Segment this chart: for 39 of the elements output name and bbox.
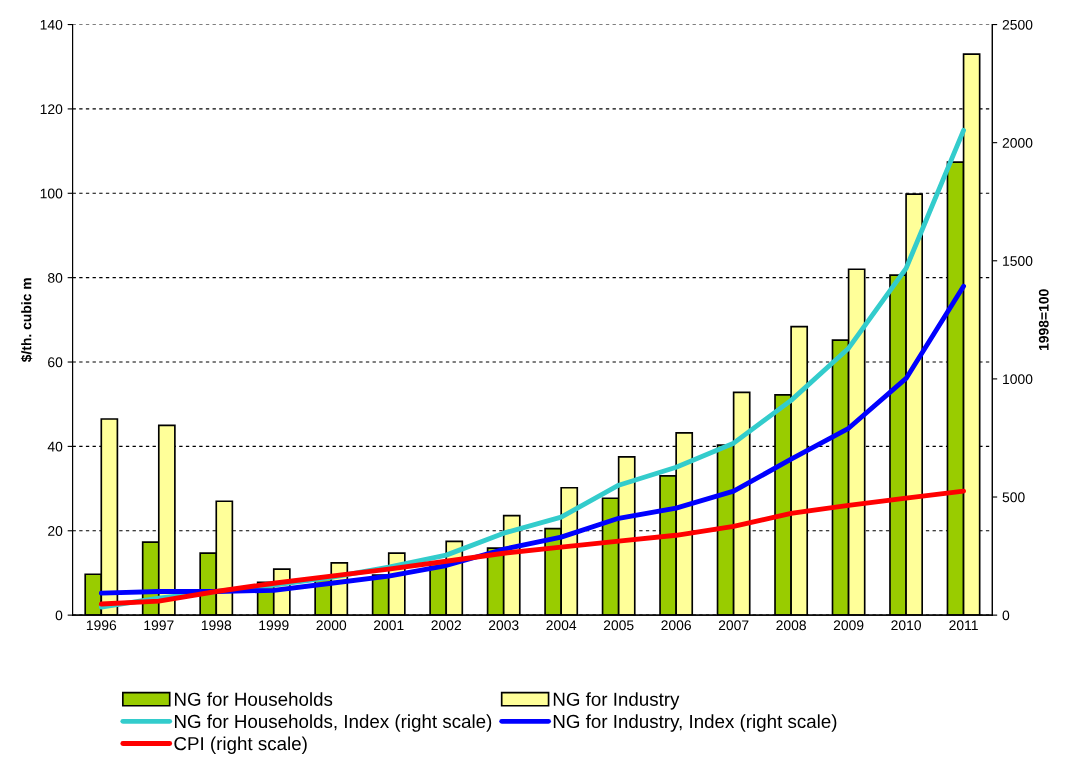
y-tick-label: 80 <box>47 272 63 283</box>
x-tick-label: 2001 <box>373 620 404 631</box>
x-tick-label: 2000 <box>316 620 347 631</box>
x-tick-label: 2006 <box>661 620 691 631</box>
y2-tick-label: 1500 <box>1003 256 1033 266</box>
legend-label: NG for Industry <box>553 692 680 710</box>
x-tick-label: 1997 <box>144 620 174 631</box>
x-tick-label: 1999 <box>259 620 289 631</box>
x-tick-label: 1996 <box>86 620 117 631</box>
legend-label: NG for Households <box>174 692 333 706</box>
legend-label: NG for Industry, Index (right scale) <box>553 714 837 732</box>
y2-tick-label: 2500 <box>1002 19 1033 30</box>
x-tick-label: 1998 <box>201 620 232 631</box>
line-series <box>98 488 966 607</box>
y2-tick-label: 2000 <box>1002 138 1033 148</box>
line-series <box>98 283 966 596</box>
legend-label: CPI (right scale) <box>174 736 307 754</box>
y-tick-label: 140 <box>40 19 63 30</box>
x-tick-label: 2002 <box>431 620 461 631</box>
y2-tick-label: 1000 <box>1003 374 1033 385</box>
legend-label: NG for Households, Index (right scale) <box>174 714 492 732</box>
x-tick-label: 2009 <box>833 620 864 631</box>
y2-tick-label: 500 <box>1002 492 1025 503</box>
x-tick-label: 2007 <box>718 620 749 631</box>
y2-tick-label: 0 <box>1002 610 1010 621</box>
x-tick-label: 2004 <box>546 620 577 631</box>
y-tick-label: 40 <box>47 441 63 452</box>
y-tick-label: 100 <box>40 188 63 199</box>
x-tick-label: 2003 <box>488 620 519 631</box>
y-tick-label: 120 <box>40 104 63 115</box>
x-tick-label: 2008 <box>776 620 806 631</box>
y-tick-label: 60 <box>48 357 63 368</box>
x-tick-label: 2011 <box>949 620 978 631</box>
x-tick-label: 2010 <box>891 620 921 631</box>
y-tick-label: 20 <box>48 526 63 536</box>
y-axis-title: $/th. cubic m <box>20 278 33 363</box>
y-tick-label: 0 <box>55 610 63 621</box>
x-tick-label: 2005 <box>603 620 634 631</box>
y2-axis-title: 1998=100 <box>1038 289 1049 351</box>
